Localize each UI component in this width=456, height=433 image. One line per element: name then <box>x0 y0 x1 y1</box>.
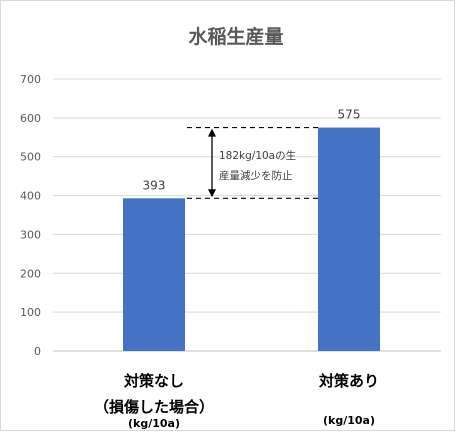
chart-title: 水稲生産量 <box>188 25 283 48</box>
data-label: 575 <box>338 108 361 122</box>
y-tick-label: 700 <box>20 73 41 86</box>
category-label: （損傷した場合） <box>94 398 214 416</box>
y-tick-label: 400 <box>20 190 41 203</box>
y-tick-label: 0 <box>34 345 41 358</box>
y-tick-label: 600 <box>20 112 41 125</box>
y-tick-label: 200 <box>20 267 41 280</box>
annotation-text: 182kg/10aの生 <box>219 149 296 162</box>
data-label: 393 <box>143 178 166 192</box>
arrowhead-down <box>208 189 216 198</box>
y-tick-label: 500 <box>20 151 41 164</box>
y-tick-label: 300 <box>20 228 41 241</box>
unit-label: (kg/10a) <box>323 414 375 427</box>
bar <box>123 198 185 351</box>
arrowhead-up <box>208 128 216 137</box>
bar <box>318 127 380 351</box>
y-tick-label: 100 <box>20 306 41 319</box>
category-label: 対策あり <box>318 372 379 390</box>
category-label: 対策なし <box>123 372 184 390</box>
unit-label: (kg/10a) <box>128 417 180 430</box>
annotation-text: 産量減少を防止 <box>219 169 293 182</box>
